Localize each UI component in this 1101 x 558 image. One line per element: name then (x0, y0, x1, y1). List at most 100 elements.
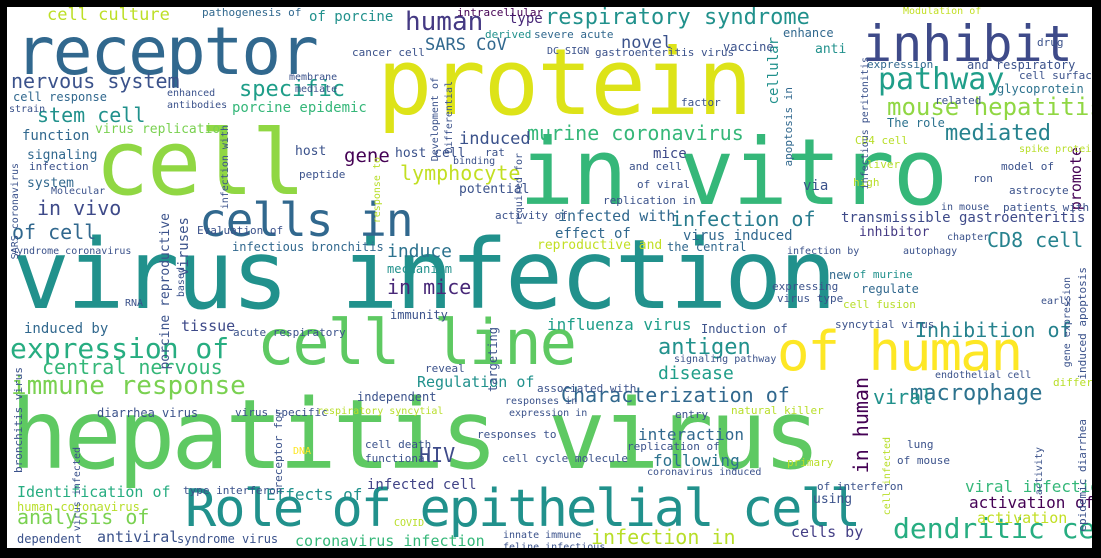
word: type (509, 11, 543, 27)
word: model of (1001, 160, 1054, 173)
word: entry (675, 408, 709, 421)
word: receptor (15, 13, 319, 90)
word: tissue (181, 317, 236, 335)
word: drug (1037, 36, 1064, 49)
word: antiviral (97, 528, 179, 546)
word: Differential (444, 81, 455, 154)
word: intracellular (457, 7, 544, 19)
word: nervous system (11, 69, 180, 93)
word: induced (459, 129, 531, 149)
word: infection by (787, 246, 860, 257)
word: type interferon (183, 484, 283, 497)
word: cell death (365, 438, 432, 451)
word: inhibitor (859, 225, 930, 240)
word: Development of (430, 77, 441, 162)
word: mechanism (387, 262, 453, 276)
word: of mouse (897, 454, 950, 467)
word: of interferon (817, 480, 904, 493)
word: infection (29, 160, 89, 173)
word: reveal (425, 362, 465, 375)
word: dendritic cell (893, 512, 1092, 545)
word-cloud: hepatitis virus virus infection in vitro… (7, 7, 1092, 548)
word: and respiratory (967, 58, 1076, 72)
word: derived (485, 28, 532, 41)
word: infectious bronchitis (232, 240, 384, 254)
word: strain (9, 104, 46, 115)
word: system (27, 176, 74, 191)
word: Effects of (266, 485, 363, 504)
word: viral infection (965, 477, 1092, 496)
word: functional (365, 452, 432, 465)
word: of cell (12, 220, 97, 244)
word: replication of (627, 440, 720, 453)
word: respiratory syncytial (317, 406, 444, 417)
word: the central (667, 240, 747, 254)
word: anti (815, 42, 847, 57)
word: porcine epidemic (232, 100, 367, 116)
word: infectious peritonitis (860, 57, 871, 190)
word: high (853, 176, 880, 189)
word: syndrome coronavirus (11, 246, 132, 257)
word: required for (514, 153, 525, 226)
word: molecule (575, 452, 628, 465)
word: bronchitis virus (12, 367, 25, 473)
word: activation (977, 509, 1068, 527)
word: function (22, 128, 90, 144)
word: cell cycle (502, 452, 569, 465)
word: of human (777, 320, 1023, 383)
word: CD8 cell (987, 228, 1084, 252)
word: induced apoptosis (1076, 267, 1089, 380)
word: cell surface (1019, 69, 1092, 82)
word: dependent (17, 532, 83, 546)
word: patients with (1003, 201, 1090, 214)
word: acute respiratory (233, 326, 346, 339)
word: rat (485, 146, 505, 159)
word: infected cell (367, 477, 477, 493)
word: of murine (853, 268, 913, 281)
word: mediate (295, 84, 338, 95)
word: feline infectious (503, 542, 606, 549)
word: cancer cell (352, 46, 425, 59)
word: responses in (505, 396, 578, 407)
word: The role (887, 116, 945, 130)
word: Inhibition of (915, 318, 1072, 342)
word: Characterization of (561, 383, 790, 407)
word: immune response (11, 371, 246, 401)
word: in mice (387, 275, 472, 299)
word: enhance (783, 26, 834, 40)
word: DC SIGN (547, 46, 590, 57)
word: host cell (395, 146, 466, 161)
word: Regulation of (417, 373, 535, 391)
word: innate immune (503, 530, 582, 541)
word: cell line (257, 306, 577, 379)
word: analysis of (17, 505, 150, 529)
word: Molecular (51, 186, 106, 197)
word: infection of (671, 207, 816, 231)
word: replication in (603, 194, 696, 207)
word: ron (973, 172, 993, 185)
word: induced by (24, 321, 109, 337)
word: specific (239, 77, 345, 102)
word: murine coronavirus (527, 121, 744, 145)
word: of viral (637, 178, 690, 191)
word: influenza virus (547, 315, 692, 334)
word: epidemic diarrhea (1076, 419, 1089, 532)
word: enhanced (167, 88, 216, 99)
word: CD4 cell (855, 134, 908, 147)
word: chapter (947, 232, 990, 243)
word: gene expression (1062, 277, 1073, 368)
word: gastroenteritis virus (595, 46, 735, 59)
word: coronavirus infection (295, 532, 485, 549)
word: mediated (945, 121, 1051, 146)
word: virus induced (683, 228, 793, 244)
word: vaccine (723, 40, 774, 54)
word: related (935, 94, 982, 107)
word: infection in (591, 525, 736, 548)
word: induce (387, 241, 453, 262)
word: expressing (772, 280, 839, 293)
word: Evaluation of (197, 224, 284, 237)
word: cell response (13, 90, 107, 104)
word: Modulation of (903, 7, 982, 17)
word: endothelial cell (935, 370, 1032, 381)
word: effect of (555, 226, 631, 242)
